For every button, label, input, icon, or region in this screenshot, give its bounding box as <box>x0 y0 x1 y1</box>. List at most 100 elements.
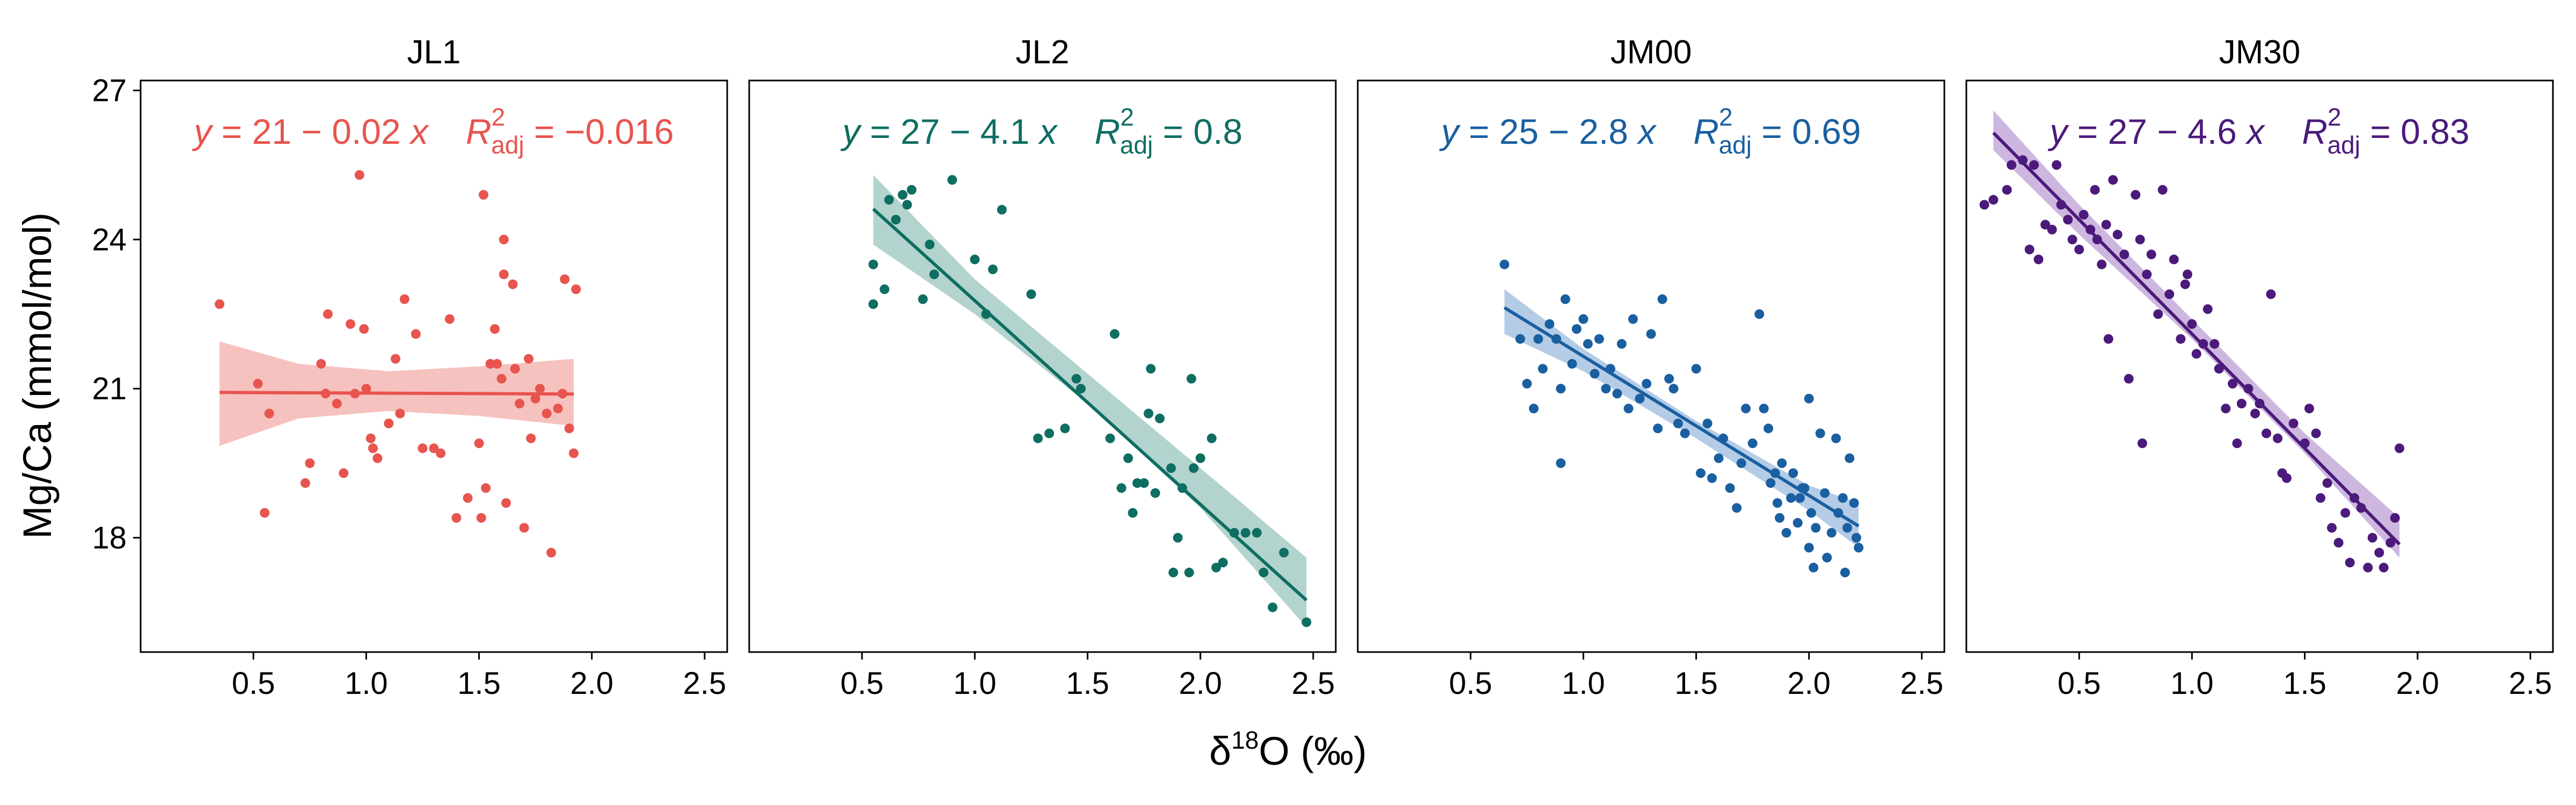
data-point <box>1842 523 1853 533</box>
data-point <box>2029 160 2039 170</box>
data-point <box>2214 364 2224 374</box>
data-point <box>1229 528 1239 538</box>
data-point <box>530 393 540 404</box>
data-point <box>481 483 491 493</box>
plot-frame <box>140 79 728 653</box>
data-point <box>868 259 879 269</box>
data-point <box>1076 384 1086 394</box>
data-point <box>1522 378 1532 389</box>
equation-rhs: = 27 − 4.6 <box>2067 112 2246 151</box>
data-point <box>1173 533 1183 543</box>
data-point <box>1601 384 1611 394</box>
y-tick-label: 18 <box>92 521 127 555</box>
equation-var: x <box>409 112 429 151</box>
data-point <box>411 329 421 339</box>
data-point <box>1144 408 1154 419</box>
data-point <box>1741 404 1751 414</box>
data-point <box>418 443 428 453</box>
data-point <box>339 468 349 478</box>
data-point <box>891 215 901 225</box>
x-tick-label: 2.0 <box>1787 666 1831 701</box>
data-point <box>1578 314 1589 324</box>
data-point <box>2187 319 2197 329</box>
data-point <box>499 235 509 245</box>
data-point <box>1605 364 1615 374</box>
panel-jl2: JL2 0.5 1.0 1.5 2.0 2.5 y = 27 − 4.1 x R2 adj = … <box>748 34 1337 701</box>
data-point <box>1123 453 1133 463</box>
data-point <box>1168 567 1179 577</box>
data-point <box>2097 259 2107 269</box>
data-point <box>1646 329 1656 339</box>
data-point <box>2273 433 2283 443</box>
data-point <box>2221 404 2231 414</box>
data-point <box>2119 250 2129 260</box>
data-point <box>350 389 360 399</box>
data-point <box>436 448 446 458</box>
plot-frame <box>748 79 1337 653</box>
regression-equation: y = 21 − 0.02 x R2 adj = −0.016 <box>192 103 674 159</box>
data-point <box>305 458 315 469</box>
data-point <box>1809 562 1819 573</box>
data-point <box>1815 428 1825 438</box>
equation-r2-sup: 2 <box>492 103 506 131</box>
y-axis-title: Mg/Ca (mmol/mol) <box>15 213 60 539</box>
data-point <box>479 190 488 200</box>
data-point <box>2092 235 2102 245</box>
data-point <box>1635 393 1645 404</box>
data-point <box>1653 423 1663 434</box>
regression-line <box>1992 131 2401 546</box>
data-point <box>902 200 912 210</box>
x-tick-label: 1.5 <box>1066 666 1109 701</box>
data-point <box>1763 423 1774 434</box>
equation-r2-value: = 0.8 <box>1153 112 1242 151</box>
data-point <box>2112 230 2123 240</box>
panels: JL1 0.5 1.0 1.5 2.0 2.5 18 21 24 27 y = 21 − 0.02 … <box>92 34 2554 701</box>
data-point <box>508 279 518 289</box>
data-point <box>260 508 270 518</box>
data-point <box>569 448 579 458</box>
data-point <box>1988 195 1999 205</box>
confidence-band <box>873 175 1307 627</box>
panel-title: JL2 <box>1016 34 1070 71</box>
y-tick-label: 24 <box>92 222 127 257</box>
data-point <box>2024 244 2035 254</box>
x-tick-label: 1.5 <box>457 666 501 701</box>
data-point <box>2345 558 2355 568</box>
data-point <box>1777 458 1787 469</box>
x-tick-label: 2.5 <box>1900 666 1944 701</box>
data-point <box>2300 438 2310 448</box>
data-point <box>564 423 574 434</box>
data-point <box>1804 543 1814 553</box>
data-point <box>1840 567 1850 577</box>
data-point <box>1556 384 1566 394</box>
data-point <box>1736 458 1746 469</box>
data-point <box>365 433 376 443</box>
data-point <box>880 284 890 294</box>
equation-r2-sub: adj <box>1120 131 1153 159</box>
equation-r2-label: R <box>466 112 492 151</box>
data-point <box>2074 244 2084 254</box>
data-point <box>1110 329 1119 339</box>
data-point <box>490 324 500 334</box>
equation-lhs: y <box>192 112 214 151</box>
data-point <box>2137 438 2147 448</box>
data-point <box>2266 289 2276 299</box>
y-tick-label: 21 <box>92 371 127 406</box>
x-tick-label: 2.0 <box>1179 666 1222 701</box>
data-point <box>2374 547 2384 558</box>
data-point <box>2209 339 2220 349</box>
panel-jm30: JM30 0.5 1.0 1.5 2.0 2.5 y = 27 − 4.6 x R2 adj =… <box>1965 34 2554 701</box>
confidence-band <box>1993 110 2400 558</box>
x-axis-title-delta: δ <box>1209 729 1231 773</box>
data-point <box>2228 378 2238 389</box>
data-point <box>1754 309 1765 319</box>
data-point <box>2316 493 2325 503</box>
equation-r2-sub: adj <box>1719 131 1752 159</box>
data-point <box>1060 423 1070 434</box>
data-point <box>2183 269 2192 280</box>
data-point <box>929 269 939 280</box>
data-point <box>391 354 400 364</box>
data-point <box>1806 508 1816 518</box>
equation-rhs: = 21 − 0.02 <box>211 112 411 151</box>
data-point <box>1044 428 1055 438</box>
